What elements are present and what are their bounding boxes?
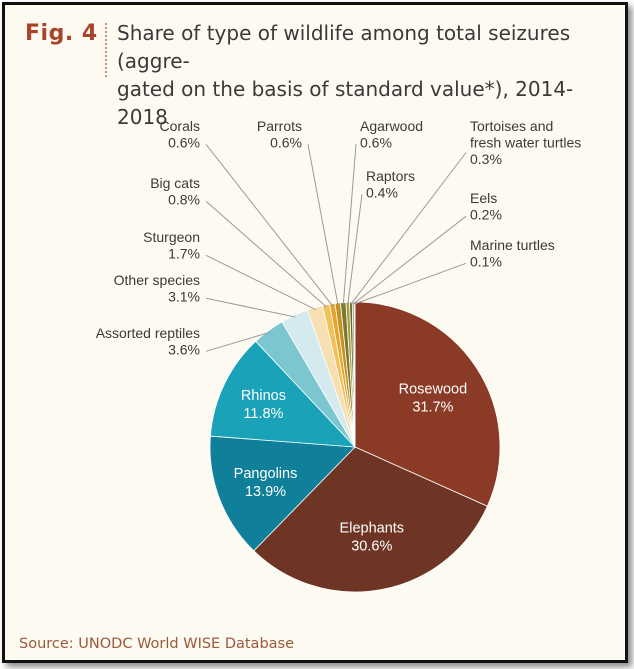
slice-label-corals: Corals 0.6% bbox=[160, 118, 200, 151]
leader-lines bbox=[205, 143, 467, 352]
slice-label-elephants: Elephants 30.6% bbox=[340, 520, 405, 554]
source-note: Source: UNODC World WISE Database bbox=[19, 636, 295, 652]
leader-line-assorted-reptiles bbox=[205, 331, 270, 352]
slice-label-rosewood: Rosewood 31.7% bbox=[399, 382, 468, 416]
pie-slice-rhinos bbox=[209, 340, 356, 448]
slice-label-other-species: Other species 3.1% bbox=[114, 272, 200, 305]
slice-label-rhinos: Rhinos 11.8% bbox=[241, 388, 286, 422]
slice-label-eels: Eels 0.2% bbox=[470, 190, 502, 223]
leader-line-tortoises-and-fresh-water-turtles bbox=[350, 152, 467, 305]
chart-title: Share of type of wildlife among total se… bbox=[117, 21, 574, 129]
slice-label-big-cats: Big cats 0.8% bbox=[150, 175, 200, 208]
leader-line-agarwood bbox=[342, 144, 357, 305]
leader-line-raptors bbox=[347, 194, 363, 305]
slice-label-marine-turtles: Marine turtles 0.1% bbox=[470, 237, 555, 270]
slice-label-tortoises-and-fresh-water-turtles: Tortoises and fresh water turtles 0.3% bbox=[470, 118, 581, 167]
leader-line-parrots bbox=[307, 144, 339, 306]
slice-label-assorted-reptiles: Assorted reptiles 3.6% bbox=[96, 325, 200, 358]
slice-labels: Rosewood 31.7% Elephants 30.6% Pangolins 13.9… bbox=[96, 118, 582, 554]
slice-label-parrots: Parrots 0.6% bbox=[257, 118, 302, 151]
title-divider bbox=[105, 23, 107, 77]
leader-line-marine-turtles bbox=[354, 262, 467, 305]
leader-line-sturgeon bbox=[205, 254, 316, 311]
pie-slice-rosewood bbox=[354, 301, 501, 507]
slice-label-pangolins: Pangolins 13.9% bbox=[234, 466, 298, 500]
slice-label-raptors: Raptors 0.4% bbox=[366, 168, 415, 201]
leader-line-other-species bbox=[205, 297, 296, 318]
figure-number: Fig. 4 bbox=[25, 21, 98, 46]
pie-slice-elephants bbox=[253, 446, 488, 593]
slice-label-agarwood: Agarwood 0.6% bbox=[360, 118, 423, 151]
leader-line-corals bbox=[205, 143, 333, 307]
slice-label-sturgeon: Sturgeon 1.7% bbox=[143, 229, 200, 262]
leader-line-big-cats bbox=[205, 200, 327, 308]
leader-line-eels bbox=[352, 215, 467, 305]
pie-slices bbox=[209, 301, 501, 593]
pie-slice-pangolins bbox=[209, 435, 356, 552]
